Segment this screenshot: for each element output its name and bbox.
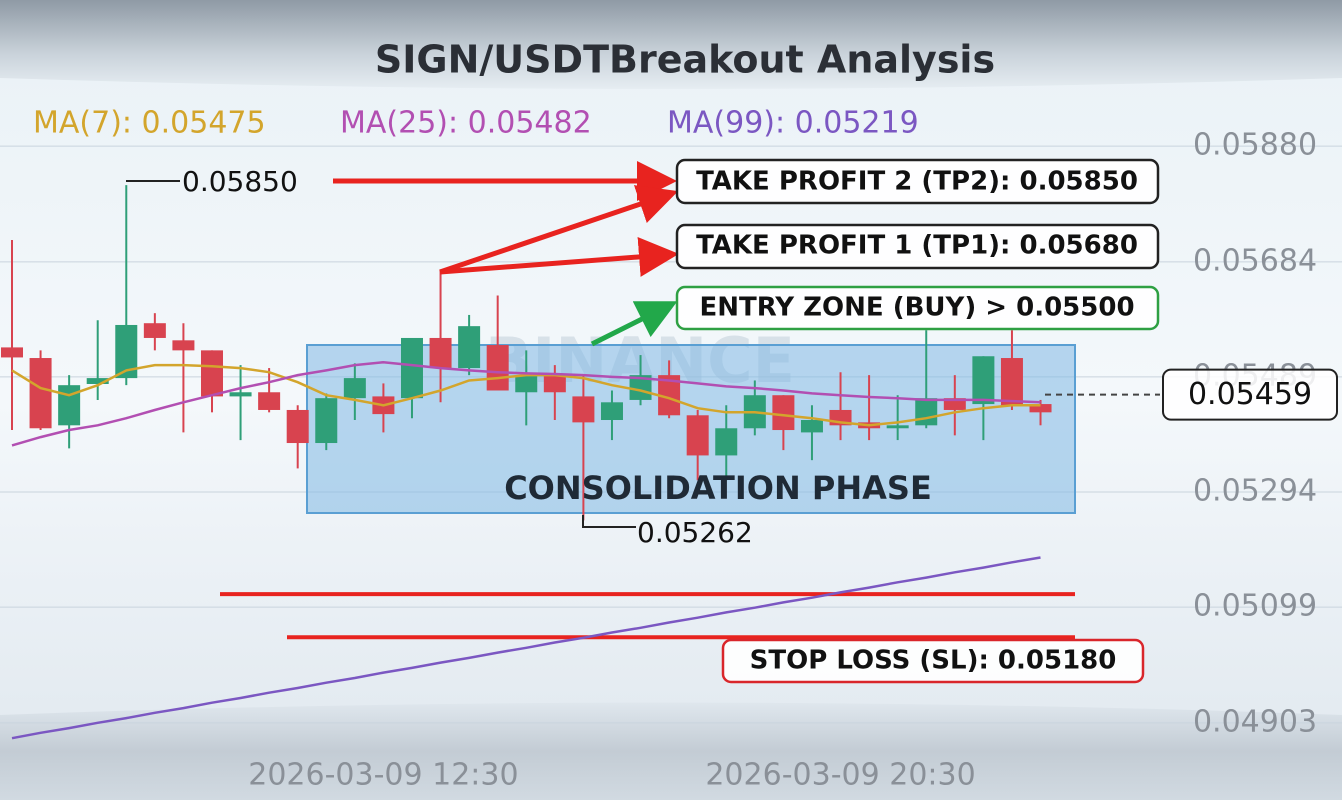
candle-body xyxy=(58,385,81,426)
last-price-label: 0.05459 xyxy=(1188,377,1312,412)
candle-body xyxy=(715,428,738,456)
x-tick-label: 2026-03-09 12:30 xyxy=(248,758,518,793)
legend-entry: MA(7): 0.05475 xyxy=(33,106,266,141)
candle-body xyxy=(1029,404,1052,413)
annotations: 0.05850 TAKE PROFIT 2 (TP2): 0.05850 TAKE … xyxy=(126,158,1160,684)
callout-box xyxy=(675,285,1160,331)
annotation: 0.05850 xyxy=(182,165,298,198)
arrow xyxy=(439,236,679,277)
x-tick-label: 2026-03-09 20:30 xyxy=(705,758,975,793)
arrow xyxy=(590,301,678,347)
y-tick-label: 0.05099 xyxy=(1193,589,1317,624)
chart-title: SIGN/USDTBreakout Analysis xyxy=(375,38,995,82)
ma-line xyxy=(11,556,1041,740)
y-tick-label: 0.05294 xyxy=(1193,474,1317,509)
candle-body xyxy=(629,375,652,400)
last-price-box xyxy=(1162,368,1338,421)
arrow xyxy=(439,185,679,275)
candle-body xyxy=(258,392,281,410)
candle-body xyxy=(286,409,309,444)
top-frame xyxy=(0,0,1342,89)
candle-body xyxy=(429,337,452,369)
annotation: ENTRY ZONE (BUY) > 0.05500 xyxy=(699,293,1134,323)
candle-body xyxy=(915,398,938,426)
candle-body xyxy=(572,396,595,423)
legend-entry: MA(99): 0.05219 xyxy=(667,106,919,141)
candle-body xyxy=(600,402,623,421)
candle-body xyxy=(115,324,138,379)
candle-body xyxy=(458,326,481,369)
candle-body xyxy=(886,425,909,429)
annotation: STOP LOSS (SL): 0.05180 xyxy=(750,646,1117,676)
annotation: 0.05262 xyxy=(637,516,753,549)
candle-body xyxy=(658,375,681,416)
candle-body xyxy=(315,398,338,444)
marks xyxy=(1,185,1160,740)
leader-line xyxy=(582,515,636,528)
callout-box xyxy=(675,158,1160,205)
candle-body xyxy=(29,358,52,429)
candle-body xyxy=(86,378,109,385)
candle-body xyxy=(1000,358,1023,406)
candle-body xyxy=(972,356,995,405)
y-tick-label: 0.05880 xyxy=(1193,128,1317,163)
annotation: TAKE PROFIT 2 (TP2): 0.05850 xyxy=(696,167,1138,197)
annotation: TAKE PROFIT 1 (TP1): 0.05680 xyxy=(696,231,1138,261)
candle-body xyxy=(686,415,709,456)
candle-body xyxy=(515,375,538,393)
y-tick-label: 0.04903 xyxy=(1193,704,1317,739)
candle-body xyxy=(486,345,509,391)
candle-body xyxy=(172,340,195,351)
annotation: CONSOLIDATION PHASE xyxy=(504,469,932,507)
candle-body xyxy=(343,378,366,399)
candle-body xyxy=(200,350,223,397)
bottom-frame xyxy=(0,702,1342,800)
candle-body xyxy=(543,375,566,393)
y-tick-label: 0.05684 xyxy=(1193,243,1317,278)
candle-body xyxy=(143,323,166,338)
legend-entry: MA(25): 0.05482 xyxy=(340,106,592,141)
candle-body xyxy=(229,392,252,397)
candle-body xyxy=(400,337,423,399)
candle-body xyxy=(943,398,966,410)
candle-body xyxy=(800,420,823,433)
callout-box xyxy=(675,223,1160,270)
ma-line xyxy=(11,360,1041,447)
candle-body xyxy=(772,395,795,431)
candle-body xyxy=(1,347,23,358)
callout-box xyxy=(721,638,1145,684)
ma-line xyxy=(11,363,1041,427)
